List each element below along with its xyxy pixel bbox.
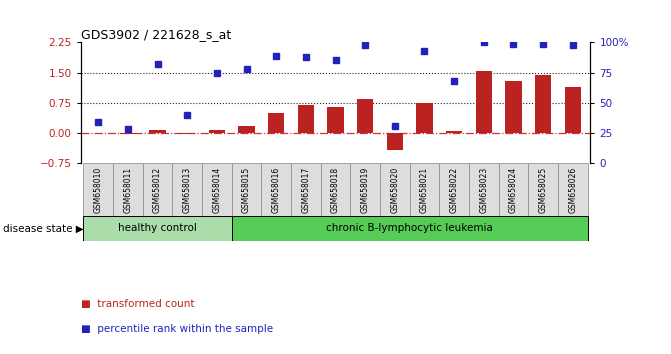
Bar	[321, 163, 350, 216]
Bar	[298, 105, 314, 133]
Bar	[291, 163, 321, 216]
Bar	[476, 71, 492, 133]
Bar	[113, 163, 143, 216]
Text: ■  percentile rank within the sample: ■ percentile rank within the sample	[81, 324, 272, 334]
Bar	[83, 216, 231, 241]
Bar	[83, 163, 113, 216]
Bar	[179, 133, 195, 134]
Bar	[172, 163, 202, 216]
Text: GSM658015: GSM658015	[242, 167, 251, 213]
Bar	[446, 131, 462, 133]
Bar	[238, 126, 255, 133]
Text: ■  transformed count: ■ transformed count	[81, 299, 194, 309]
Text: GSM658016: GSM658016	[272, 167, 280, 213]
Text: GDS3902 / 221628_s_at: GDS3902 / 221628_s_at	[81, 28, 231, 41]
Text: GSM658020: GSM658020	[391, 167, 399, 213]
Bar	[505, 81, 521, 133]
Text: GSM658023: GSM658023	[479, 167, 488, 213]
Text: GSM658017: GSM658017	[301, 167, 311, 213]
Text: chronic B-lymphocytic leukemia: chronic B-lymphocytic leukemia	[326, 223, 493, 233]
Bar	[262, 163, 291, 216]
Bar	[440, 163, 469, 216]
Bar	[120, 133, 136, 134]
Bar	[268, 113, 285, 133]
Text: GSM658012: GSM658012	[153, 167, 162, 213]
Text: GSM658021: GSM658021	[420, 167, 429, 213]
Bar	[469, 163, 499, 216]
Text: GSM658014: GSM658014	[213, 167, 221, 213]
Bar	[386, 133, 403, 150]
Bar	[231, 216, 588, 241]
Text: GSM658022: GSM658022	[450, 167, 458, 213]
Bar	[409, 163, 440, 216]
Bar	[499, 163, 528, 216]
Text: GSM658018: GSM658018	[331, 167, 340, 213]
Text: GSM658024: GSM658024	[509, 167, 518, 213]
Bar	[416, 103, 433, 133]
Bar	[143, 163, 172, 216]
Text: GSM658010: GSM658010	[94, 167, 103, 213]
Bar	[150, 130, 166, 133]
Text: GSM658025: GSM658025	[539, 167, 548, 213]
Text: healthy control: healthy control	[118, 223, 197, 233]
Bar	[209, 130, 225, 133]
Bar	[350, 163, 380, 216]
Text: GSM658026: GSM658026	[568, 167, 577, 213]
Bar	[327, 107, 344, 133]
Text: GSM658011: GSM658011	[123, 167, 132, 213]
Text: disease state ▶: disease state ▶	[3, 223, 84, 233]
Text: GSM658019: GSM658019	[360, 167, 370, 213]
Bar	[564, 87, 581, 133]
Bar	[202, 163, 231, 216]
Bar	[231, 163, 262, 216]
Bar	[357, 99, 373, 133]
Bar	[558, 163, 588, 216]
Bar	[528, 163, 558, 216]
Text: GSM658013: GSM658013	[183, 167, 192, 213]
Bar	[380, 163, 409, 216]
Bar	[535, 75, 551, 133]
